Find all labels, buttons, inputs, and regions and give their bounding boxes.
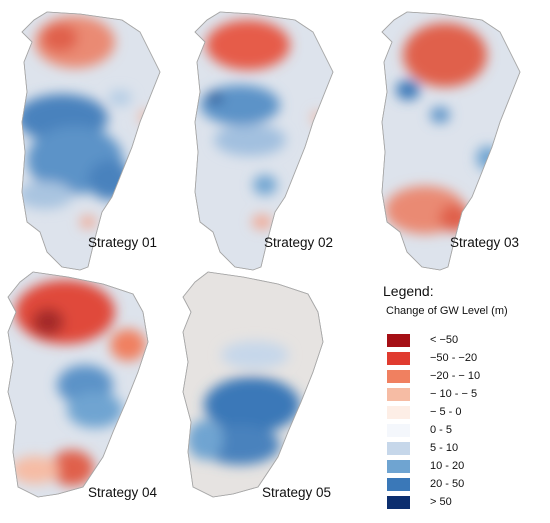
legend-item-label: 20 - 50 — [430, 478, 465, 490]
legend-swatch — [387, 477, 410, 491]
legend-swatch — [387, 369, 410, 383]
legend-item-label: 5 - 10 — [430, 442, 459, 454]
map-strategy-03 — [381, 11, 521, 271]
map-label-strategy-02: Strategy 02 — [264, 235, 334, 250]
map-strategy-02 — [194, 11, 334, 271]
legend-swatch — [387, 441, 410, 455]
legend-item-label: > 50 — [430, 496, 452, 508]
map-strategy-01 — [21, 11, 161, 271]
legend-swatch — [387, 351, 410, 365]
legend-item: −20 - − 10 — [387, 367, 548, 385]
legend-swatch — [387, 495, 410, 509]
legend-subtitle: Change of GW Level (m) — [386, 305, 508, 317]
map-strategy-04 — [7, 271, 149, 498]
legend-item: < −50 — [387, 331, 548, 349]
map-label-strategy-05: Strategy 05 — [262, 485, 332, 500]
legend-item: > 50 — [387, 493, 548, 511]
legend-item-label: < −50 — [430, 334, 459, 346]
legend-item-label: −20 - − 10 — [430, 370, 481, 382]
map-label-strategy-01: Strategy 01 — [88, 235, 158, 250]
legend-item-label: 0 - 5 — [430, 424, 453, 436]
legend-items: < −50 −50 - −20 −20 - − 10 − 10 - − 5 − 5 - … — [383, 331, 548, 511]
legend-item: 0 - 5 — [387, 421, 548, 439]
legend-swatch — [387, 387, 410, 401]
legend-swatch — [387, 423, 410, 437]
legend-swatch — [387, 405, 410, 419]
map-label-strategy-03: Strategy 03 — [450, 235, 520, 250]
legend-item-label: 10 - 20 — [430, 460, 465, 472]
legend-item-label: −50 - −20 — [430, 352, 478, 364]
legend-title: Legend: — [383, 283, 434, 299]
legend-item: 10 - 20 — [387, 457, 548, 475]
legend-item: − 10 - − 5 — [387, 385, 548, 403]
map-strategy-05 — [182, 271, 324, 498]
legend-item: 5 - 10 — [387, 439, 548, 457]
legend: Legend: Change of GW Level (m) < −50 −50 … — [383, 283, 548, 511]
legend-item-label: − 5 - 0 — [430, 406, 462, 418]
legend-item-label: − 10 - − 5 — [430, 388, 478, 400]
legend-item: 20 - 50 — [387, 475, 548, 493]
legend-item: −50 - −20 — [387, 349, 548, 367]
legend-swatch — [387, 459, 410, 473]
legend-item: − 5 - 0 — [387, 403, 548, 421]
map-label-strategy-04: Strategy 04 — [88, 485, 158, 500]
legend-swatch — [387, 333, 410, 347]
